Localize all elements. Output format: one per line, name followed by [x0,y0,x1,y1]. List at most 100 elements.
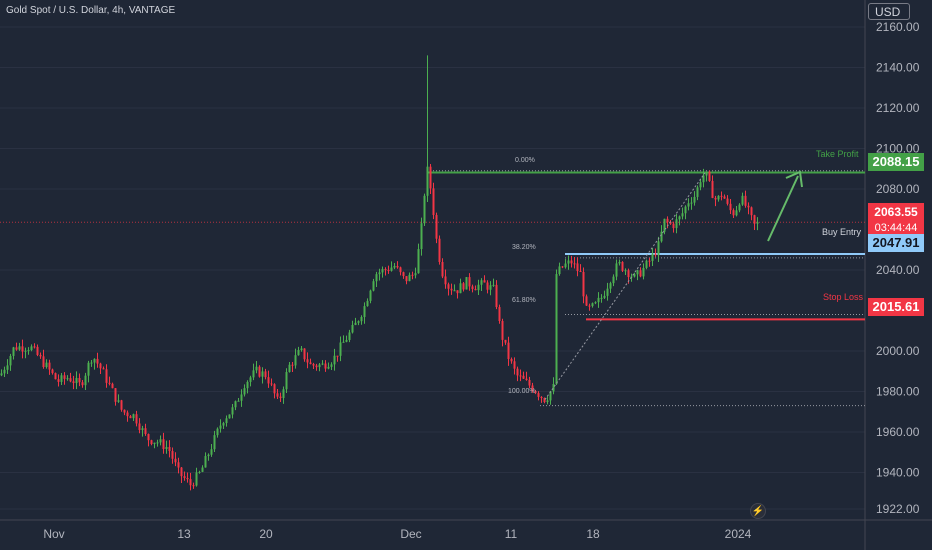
candle-body-200 [600,297,603,299]
fib-level-382: 38.20% [512,244,536,251]
candle-body-250 [750,207,753,216]
candle-body-132 [396,265,399,268]
candle-body-153 [459,283,462,294]
candle-body-45 [135,414,138,424]
candle-body-124 [372,281,375,291]
candle-body-129 [387,269,390,271]
candle-body-71 [213,435,216,450]
candle-body-49 [147,434,150,441]
candle-body-203 [609,283,612,289]
candle-body-94 [282,389,285,399]
candle-body-27 [81,382,84,386]
candle-body-147 [441,261,444,277]
candle-body-228 [684,206,687,214]
candle-body-36 [108,382,111,384]
candle-body-167 [501,320,504,340]
candle-body-135 [405,276,408,282]
time-axis-ticks: Nov 13 20 Dec 11 18 2024 [43,527,751,541]
candle-body-130 [390,267,393,271]
lightning-icon[interactable]: ⚡ [750,503,766,519]
drawings [544,170,803,400]
candle-body-226 [678,216,681,220]
candle-body-69 [207,454,210,457]
symbol-title[interactable]: Gold Spot / U.S. Dollar, 4h, VANTAGE [6,5,176,16]
candle-body-91 [273,384,276,394]
candle-body-54 [162,439,165,450]
last-price-value: 2063.55 [874,205,918,219]
candle-body-158 [474,289,477,291]
candle-body-219 [657,241,660,256]
candle-body-96 [288,364,291,373]
candle-body-143 [429,166,432,189]
candle-body-67 [201,467,204,472]
price-tick-2000: 2000.00 [876,344,920,358]
candle-body-83 [249,377,252,382]
price-tick-2160: 2160.00 [876,20,920,34]
candle-body-227 [681,213,684,217]
candle-body-178 [534,391,537,394]
time-tick-20: 20 [259,527,273,541]
candle-body-76 [228,414,231,419]
candle-body-202 [606,288,609,296]
time-tick-11: 11 [505,527,518,541]
projection-arrow-shaft [767,175,799,242]
candle-body-101 [303,348,306,360]
candles [0,55,759,491]
candle-body-148 [444,276,447,285]
candle-body-154 [462,283,465,290]
take-profit-price-tag: 2088.15 [868,153,924,171]
candle-body-102 [306,359,309,363]
candle-body-196 [588,305,591,307]
price-tick-1960: 1960.00 [876,425,920,439]
candle-body-93 [279,396,282,399]
candle-body-236 [708,171,711,181]
candle-body-74 [222,423,225,426]
candle-body-78 [234,401,237,408]
candle-body-110 [330,364,333,367]
candle-body-12 [36,346,39,355]
candle-body-144 [432,188,435,216]
candle-body-230 [690,202,693,204]
candle-body-215 [645,260,648,268]
candle-body-29 [87,362,90,376]
candle-body-166 [498,307,501,321]
candle-body-63 [189,479,192,486]
candle-body-201 [603,295,606,298]
candle-body-224 [672,223,675,229]
candle-body-161 [483,280,486,283]
candle-body-44 [132,414,135,419]
fib-level-100: 100.00% [508,388,536,395]
candle-body-172 [516,368,519,376]
fib-level-618: 61.80% [512,297,536,304]
candle-body-82 [246,381,249,389]
candle-body-211 [633,274,636,277]
candle-body-47 [141,428,144,431]
candle-body-173 [519,375,522,377]
candle-body-86 [258,366,261,377]
candle-body-222 [666,218,669,223]
candle-body-175 [525,378,528,380]
candle-body-247 [741,195,744,205]
candle-body-81 [243,388,246,395]
candle-body-218 [654,253,657,256]
candle-body-205 [615,263,618,277]
candle-body-136 [408,274,411,282]
candle-body-66 [198,471,201,473]
candle-body-51 [153,442,156,444]
candle-body-182 [546,400,549,403]
currency-selector[interactable]: USD [868,3,910,20]
time-tick-13: 13 [177,527,191,541]
candle-body-89 [267,377,270,384]
candle-body-104 [312,364,315,366]
bar-countdown: 03:44:44 [874,222,918,234]
candle-body-16 [48,362,51,370]
candle-body-139 [417,249,420,274]
candle-body-242 [726,198,729,204]
candle-body-122 [366,300,369,307]
candle-body-176 [528,379,531,386]
price-axis-panel[interactable] [865,0,932,520]
candle-body-156 [468,277,471,287]
candle-body-164 [492,284,495,286]
candle-body-159 [477,284,480,291]
